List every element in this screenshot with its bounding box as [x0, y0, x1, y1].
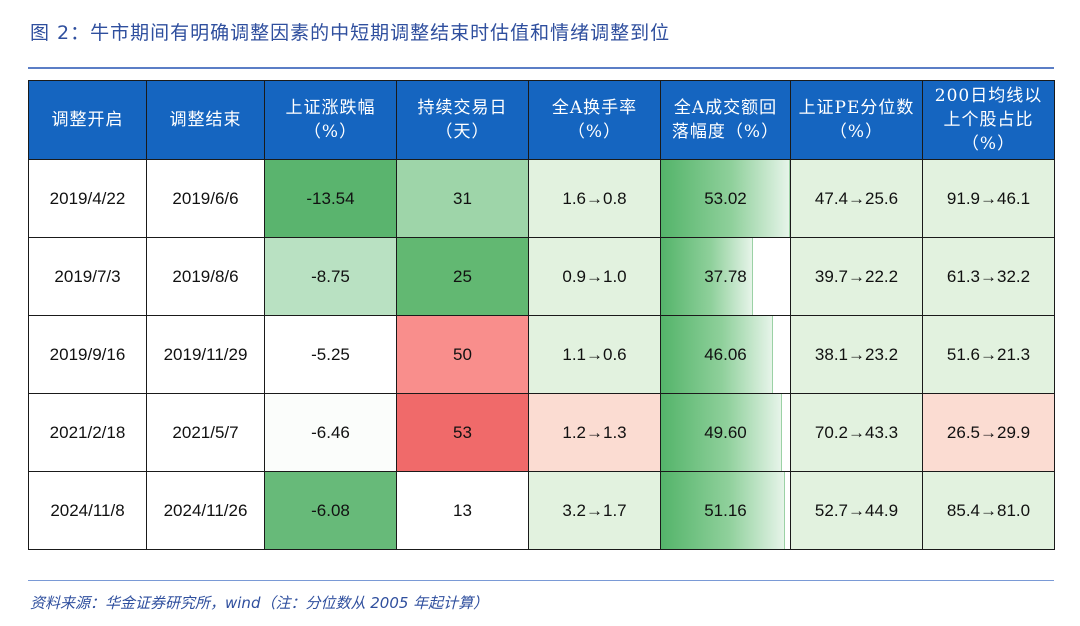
header-row: 调整开启 调整结束 上证涨跌幅 （%） 持续交易日 （天） 全A换手率 （%） 全A成… [28, 80, 1055, 160]
table-row: 2021/2/18 2021/5/7 -6.46 53 1.2→1.3 49.60 70.2… [28, 393, 1055, 472]
figure-title: 图 2：牛市期间有明确调整因素的中短期调整结束时估值和情绪调整到位 [30, 22, 671, 44]
cell-turnover: 1.1→0.6 [528, 315, 661, 394]
header-line: 落幅度（%） [671, 122, 780, 142]
bottom-divider [28, 580, 1054, 581]
volume-drop-value: 49.60 [704, 422, 747, 442]
cell-volume-drop: 46.06 [660, 315, 791, 394]
cell-ma200-share: 26.5→29.9 [922, 393, 1055, 472]
cell-start: 2021/2/18 [28, 393, 147, 472]
cell-change: -8.75 [264, 237, 397, 316]
header-line: 调整结束 [169, 110, 242, 130]
header-turnover: 全A换手率 （%） [528, 80, 661, 160]
header-line: （天） [435, 122, 490, 142]
cell-end: 2019/11/29 [146, 315, 265, 394]
cell-change: -6.08 [264, 471, 397, 550]
table-row: 2019/7/3 2019/8/6 -8.75 25 0.9→1.0 37.78 39.7→… [28, 237, 1055, 316]
header-ma200-share: 200日均线以 上个股占比 （%） [922, 80, 1055, 160]
cell-start: 2019/4/22 [28, 159, 147, 238]
table-row: 2019/9/16 2019/11/29 -5.25 50 1.1→0.6 46.06 38… [28, 315, 1055, 394]
cell-change: -6.46 [264, 393, 397, 472]
header-line: 持续交易日 [417, 98, 508, 118]
top-divider [28, 67, 1054, 69]
cell-volume-drop: 51.16 [660, 471, 791, 550]
header-line: （%） [567, 122, 622, 142]
header-days: 持续交易日 （天） [396, 80, 529, 160]
cell-pe-percentile: 38.1→23.2 [790, 315, 923, 394]
volume-drop-bar [661, 316, 774, 393]
volume-drop-bar [661, 160, 790, 237]
cell-start: 2024/11/8 [28, 471, 147, 550]
header-line: 上证PE分位数 [798, 98, 915, 118]
cell-volume-drop: 37.78 [660, 237, 791, 316]
table-row: 2024/11/8 2024/11/26 -6.08 13 3.2→1.7 51.16 52… [28, 471, 1055, 550]
source-note: 资料来源：华金证券研究所，wind（注：分位数从 2005 年起计算） [30, 594, 489, 612]
header-line: （%） [961, 134, 1016, 154]
cell-pe-percentile: 52.7→44.9 [790, 471, 923, 550]
cell-end: 2024/11/26 [146, 471, 265, 550]
volume-drop-bar [661, 238, 753, 315]
cell-volume-drop: 49.60 [660, 393, 791, 472]
header-line: 全A成交额回 [673, 98, 778, 118]
cell-end: 2021/5/7 [146, 393, 265, 472]
volume-drop-value: 37.78 [704, 266, 747, 286]
cell-days: 25 [396, 237, 529, 316]
header-line: 上证涨跌幅 [285, 98, 376, 118]
header-line: 全A换手率 [551, 98, 638, 118]
cell-ma200-share: 91.9→46.1 [922, 159, 1055, 238]
cell-ma200-share: 61.3→32.2 [922, 237, 1055, 316]
cell-days: 13 [396, 471, 529, 550]
header-line: 上个股占比 [943, 110, 1034, 130]
cell-end: 2019/8/6 [146, 237, 265, 316]
header-line: 调整开启 [51, 110, 124, 130]
valuation-table: 调整开启 调整结束 上证涨跌幅 （%） 持续交易日 （天） 全A换手率 （%） 全A成… [28, 80, 1055, 550]
cell-turnover: 1.2→1.3 [528, 393, 661, 472]
cell-ma200-share: 51.6→21.3 [922, 315, 1055, 394]
cell-days: 31 [396, 159, 529, 238]
cell-start: 2019/7/3 [28, 237, 147, 316]
cell-pe-percentile: 47.4→25.6 [790, 159, 923, 238]
cell-turnover: 0.9→1.0 [528, 237, 661, 316]
cell-turnover: 1.6→0.8 [528, 159, 661, 238]
cell-change: -13.54 [264, 159, 397, 238]
table-row: 2019/4/22 2019/6/6 -13.54 31 1.6→0.8 53.02 47.… [28, 159, 1055, 238]
volume-drop-value: 46.06 [704, 344, 747, 364]
cell-ma200-share: 85.4→81.0 [922, 471, 1055, 550]
cell-days: 50 [396, 315, 529, 394]
header-end: 调整结束 [146, 80, 265, 160]
cell-volume-drop: 53.02 [660, 159, 791, 238]
header-change: 上证涨跌幅 （%） [264, 80, 397, 160]
header-start: 调整开启 [28, 80, 147, 160]
header-line: （%） [303, 122, 358, 142]
volume-drop-value: 53.02 [704, 188, 747, 208]
cell-end: 2019/6/6 [146, 159, 265, 238]
volume-drop-bar [661, 394, 782, 471]
cell-start: 2019/9/16 [28, 315, 147, 394]
header-pe-percentile: 上证PE分位数 （%） [790, 80, 923, 160]
header-line: 200日均线以 [934, 86, 1043, 106]
cell-turnover: 3.2→1.7 [528, 471, 661, 550]
header-line: （%） [829, 122, 884, 142]
cell-change: -5.25 [264, 315, 397, 394]
cell-pe-percentile: 70.2→43.3 [790, 393, 923, 472]
cell-days: 53 [396, 393, 529, 472]
volume-drop-value: 51.16 [704, 500, 747, 520]
volume-drop-bar [661, 472, 786, 549]
header-volume-drop: 全A成交额回 落幅度（%） [660, 80, 791, 160]
cell-pe-percentile: 39.7→22.2 [790, 237, 923, 316]
